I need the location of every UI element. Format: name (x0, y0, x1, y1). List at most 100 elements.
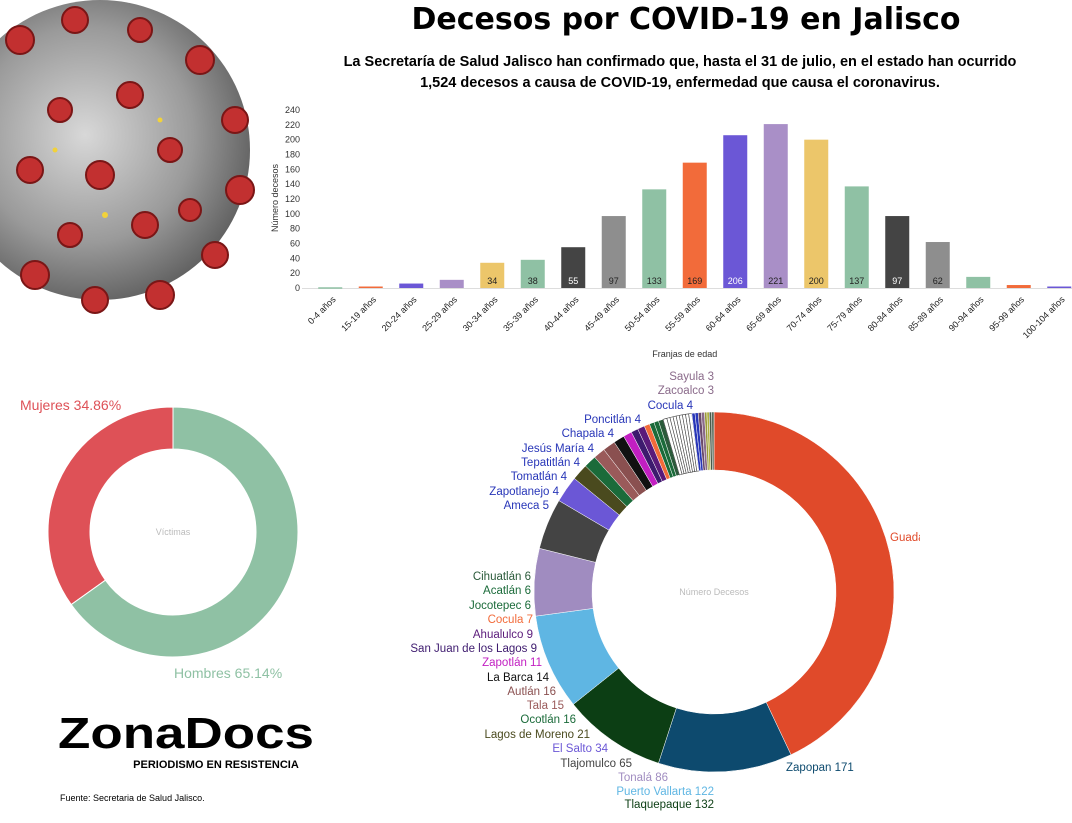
bar-data-label: 169 (687, 276, 702, 286)
subtitle-line-1: La Secretaría de Salud Jalisco han confi… (343, 54, 1017, 70)
bar-data-label: 34 (487, 276, 497, 286)
y-tick-label: 160 (285, 164, 300, 174)
bar-data-label: 133 (647, 276, 662, 286)
subtitle: La Secretaría de Salud Jalisco han confi… (330, 52, 1030, 94)
y-tick-label: 40 (290, 253, 300, 263)
bar (804, 139, 829, 288)
slice-label: Puerto Vallarta 122 (616, 786, 714, 798)
bar (601, 216, 626, 288)
bar (885, 216, 910, 288)
donut-label-mujeres: Mujeres 34.86% (20, 397, 121, 413)
slice-label: Chapala 4 (562, 428, 615, 440)
x-tick-label: 50-54 años (623, 294, 662, 333)
x-tick-label: 65-69 años (744, 294, 783, 333)
y-tick-label: 240 (285, 105, 300, 115)
bar (925, 242, 950, 288)
bar (844, 186, 869, 288)
x-tick-label: 90-94 años (947, 294, 986, 333)
bar (966, 276, 991, 288)
bar (399, 283, 424, 288)
x-tick-label: 75-79 años (825, 294, 864, 333)
donut-slice (711, 411, 715, 471)
zonadocs-logo: ZonaDocs PERIODISMO EN RESISTENCIA (58, 710, 314, 771)
y-tick-label: 60 (290, 239, 300, 249)
slice-label: La Barca 14 (487, 672, 550, 684)
bar-data-label: 38 (528, 276, 538, 286)
slice-label: Guadalajara 611 (890, 532, 920, 544)
y-tick-label: 20 (290, 268, 300, 278)
slice-label: Ahualulco 9 (473, 629, 533, 641)
coronavirus-illustration (0, 0, 255, 314)
slice-label: Cocula 7 (488, 614, 533, 626)
y-tick-label: 140 (285, 179, 300, 189)
x-tick-label: 20-24 años (380, 294, 419, 333)
donut-center-label: Número Decesos (679, 587, 749, 597)
slice-label: Cocula 4 (648, 400, 694, 412)
slice-label: Tala 15 (527, 700, 564, 712)
slice-label: Sayula 3 (669, 371, 714, 383)
x-axis-label: Franjas de edad (652, 349, 717, 359)
slice-label: Jesús María 4 (522, 443, 595, 455)
slice-label: Poncitlán 4 (584, 414, 642, 426)
x-tick-label: 15-19 años (339, 294, 378, 333)
bar-data-label: 97 (892, 276, 902, 286)
gender-donut-chart: Víctimas Mujeres 34.86% Hombres 65.14% (20, 397, 299, 681)
donut-slice (713, 411, 895, 756)
bar (642, 189, 667, 288)
bar (480, 262, 505, 288)
x-tick-label: 55-59 años (663, 294, 702, 333)
x-tick-label: 30-34 años (461, 294, 500, 333)
slice-label: San Juan de los Lagos 9 (410, 643, 537, 655)
x-tick-label: 95-99 años (987, 294, 1026, 333)
y-tick-label: 200 (285, 135, 300, 145)
slice-label: Lagos de Moreno 21 (485, 729, 591, 741)
donut-slice-hombres (70, 406, 299, 658)
x-tick-label: 25-29 años (420, 294, 459, 333)
municipality-donut-chart: Número Decesos Guadalajara 611 Zapopan 171… (410, 371, 920, 811)
y-tick-label: 0 (295, 283, 300, 293)
y-axis-label: Número decesos (270, 163, 280, 232)
slice-label: Autlán 16 (507, 686, 556, 698)
y-tick-label: 120 (285, 194, 300, 204)
bar (358, 286, 383, 289)
slice-label: Zapopan 171 (786, 762, 854, 774)
bar (723, 135, 748, 288)
donut-center-label: Víctimas (156, 527, 191, 537)
x-tick-label: 80-84 años (866, 294, 905, 333)
slice-label: Ocotlán 16 (520, 714, 576, 726)
age-bar-chart: 0 20 40 60 80 100 120 140 160 180 200 220 240 Número … (270, 105, 1072, 359)
subtitle-line-2: 1,524 decesos a causa de COVID-19, enfer… (420, 75, 940, 91)
page-title: Decesos por COVID-19 en Jalisco (411, 2, 961, 37)
slice-label: Zacoalco 3 (658, 385, 714, 397)
x-tick-label: 40-44 años (542, 294, 581, 333)
slice-label: Tlajomulco 65 (560, 758, 632, 770)
y-tick-label: 100 (285, 209, 300, 219)
x-tick-label: 35-39 años (501, 294, 540, 333)
donut-label-hombres: Hombres 65.14% (174, 665, 282, 681)
slice-label: Tlaquepaque 132 (624, 799, 714, 811)
y-tick-label: 220 (285, 120, 300, 130)
slice-label: Tomatlán 4 (511, 471, 568, 483)
slice-label: El Salto 34 (552, 743, 608, 755)
slice-label: Cihuatlán 6 (473, 571, 531, 583)
slice-label: Ameca 5 (504, 500, 549, 512)
slice-label: Tonalá 86 (618, 772, 668, 784)
bar (318, 287, 343, 289)
x-tick-label: 60-64 años (704, 294, 743, 333)
bar-data-label: 200 (809, 276, 824, 286)
x-tick-label: 70-74 años (785, 294, 824, 333)
bar-data-label: 62 (933, 276, 943, 286)
slice-label: Jocotepec 6 (469, 600, 531, 612)
slice-label: Zapotlanejo 4 (489, 486, 559, 498)
bar (561, 247, 586, 288)
bar-data-label: 55 (568, 276, 578, 286)
bar (763, 124, 788, 288)
bar (439, 279, 464, 288)
bar (1047, 286, 1072, 289)
bar-data-label: 206 (728, 276, 743, 286)
y-tick-label: 80 (290, 224, 300, 234)
bar (1006, 285, 1031, 288)
bar (682, 162, 707, 288)
y-tick-label: 180 (285, 150, 300, 160)
bar-data-label: 137 (849, 276, 864, 286)
